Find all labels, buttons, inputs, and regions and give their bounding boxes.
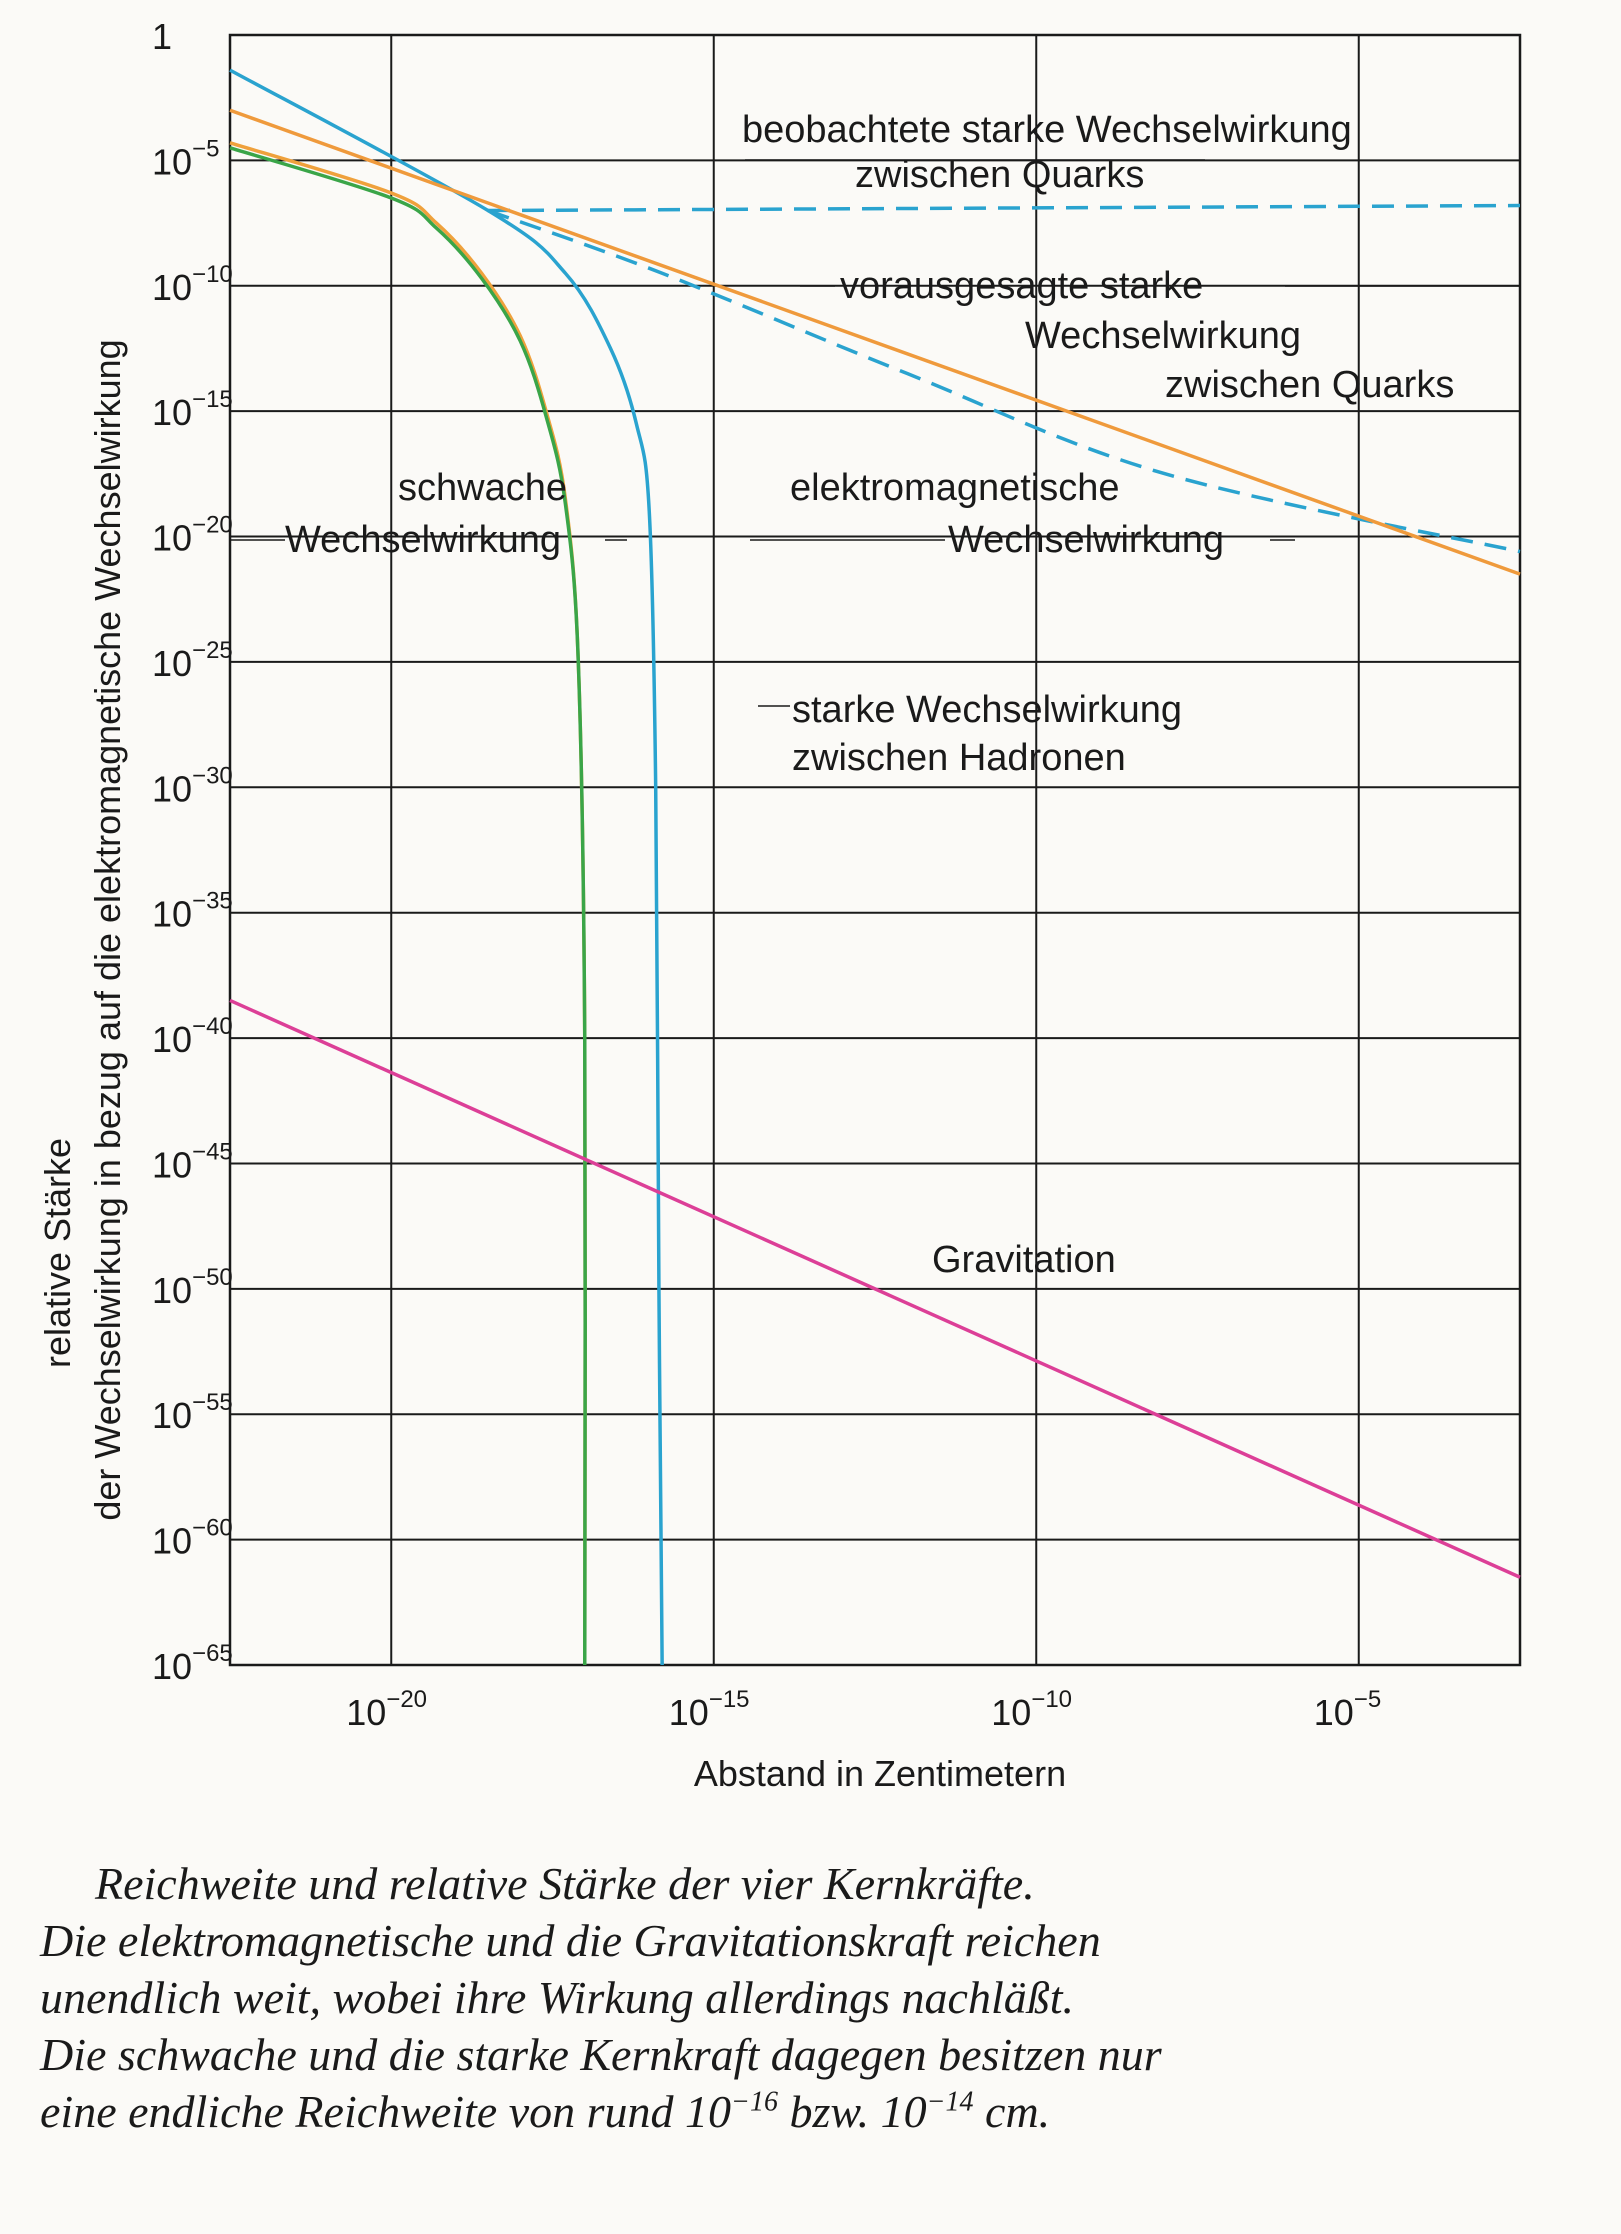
y-tick-base: 10	[152, 1395, 192, 1436]
y-tick-label: 10−20	[152, 512, 233, 559]
y-tick-exponent: −50	[192, 1264, 233, 1291]
y-tick-exponent: −15	[192, 386, 233, 413]
y-tick-base: 10	[152, 141, 192, 182]
y-tick-exponent: −30	[192, 762, 233, 789]
annotation-hadron-line1: starke Wechselwirkung	[792, 689, 1182, 731]
x-tick-label: 10−5	[1314, 1686, 1381, 1733]
y-tick-label: 10−40	[152, 1013, 233, 1060]
y-tick-exponent: −40	[192, 1013, 233, 1040]
y-tick-base: 10	[152, 1270, 192, 1311]
y-tick-label: 10−5	[152, 135, 219, 182]
plot-frame	[228, 33, 1522, 1667]
x-tick-exponent: −20	[386, 1686, 427, 1713]
y-tick-base: 10	[152, 768, 192, 809]
leader-lines	[230, 159, 1520, 707]
y-tick-exponent: −65	[192, 1640, 233, 1667]
y-tick-label: 10−50	[152, 1264, 233, 1311]
y-tick-base: 10	[152, 267, 192, 308]
y-tick-exponent: −55	[192, 1389, 233, 1416]
series-weak	[229, 146, 587, 1666]
x-tick-base: 10	[991, 1692, 1031, 1733]
y-tick-label: 10−10	[152, 261, 233, 308]
y-tick-base: 10	[152, 1521, 192, 1562]
annotation-gravitation: Gravitation	[932, 1239, 1116, 1281]
annotation-weak-line1: schwache	[398, 467, 567, 509]
caption-line-4: Die schwache und die starke Kernkraft da…	[40, 2029, 1162, 2080]
y-tick-base: 10	[152, 1646, 192, 1687]
x-tick-exponent: −10	[1031, 1686, 1072, 1713]
y-axis-label-line2: der Wechselwirkung in bezug auf die elek…	[87, 339, 128, 1520]
annotation-predicted-line3: zwischen Quarks	[1165, 364, 1454, 406]
y-tick-label: 10−45	[152, 1138, 233, 1185]
annotation-em-line1: elektromagnetische	[790, 467, 1120, 509]
y-tick-exponent: −20	[192, 512, 233, 539]
y-tick-base: 10	[152, 392, 192, 433]
series-strong-quarks-observed	[487, 203, 1521, 213]
grid	[228, 33, 1522, 1667]
caption-line-1: Reichweite und relative Stärke der vier …	[95, 1858, 1035, 1909]
series-gravitation	[229, 998, 1521, 1579]
y-tick-label: 1	[152, 16, 172, 57]
x-tick-base: 10	[669, 1692, 709, 1733]
annotation-observed-line1: beobachtete starke Wechselwirkung	[742, 109, 1352, 151]
caption-line-5-c: cm.	[973, 2086, 1051, 2137]
y-tick-base: 10	[152, 1144, 192, 1185]
y-tick-exponent: −10	[192, 261, 233, 288]
figure-caption: Reichweite und relative Stärke der vier …	[40, 1855, 1560, 2140]
caption-line-5-a: eine endliche Reichweite von rund 10	[40, 2086, 732, 2137]
series-electromagnetic	[229, 108, 1521, 576]
y-tick-exponent: −45	[192, 1138, 233, 1165]
y-tick-exponent: −25	[192, 637, 233, 664]
caption-exp-2: −14	[926, 2086, 974, 2118]
y-tick-label: 10−25	[152, 637, 233, 684]
y-tick-exponent: −35	[192, 888, 233, 915]
series-strong-quarks-predicted	[487, 208, 1521, 554]
caption-line-2: Die elektromagnetische und die Gravitati…	[40, 1915, 1101, 1966]
y-tick-label: 10−15	[152, 386, 233, 433]
y-tick-label: 10−55	[152, 1389, 233, 1436]
x-tick-exponent: −5	[1354, 1686, 1381, 1713]
x-tick-label: 10−20	[346, 1686, 427, 1733]
x-tick-base: 10	[1314, 1692, 1354, 1733]
caption-exp-1: −16	[731, 2086, 778, 2118]
annotation-weak-line2: Wechselwirkung	[285, 519, 561, 561]
y-tick-base: 10	[152, 894, 192, 935]
caption-line-5-b: bzw. 10	[777, 2086, 927, 2137]
y-tick-base: 1	[152, 16, 172, 57]
y-tick-label: 10−65	[152, 1640, 233, 1687]
series-layer	[229, 68, 1521, 1666]
y-tick-base: 10	[152, 1019, 192, 1060]
caption-line-5: eine endliche Reichweite von rund 10−16 …	[40, 2083, 1560, 2140]
x-tick-label: 10−10	[991, 1686, 1072, 1733]
caption-line-3: unendlich weit, wobei ihre Wirkung aller…	[40, 1972, 1075, 2023]
y-tick-base: 10	[152, 643, 192, 684]
annotation-predicted-line2: Wechselwirkung	[1025, 315, 1301, 357]
x-axis-label: Abstand in Zentimetern	[694, 1753, 1066, 1794]
y-axis-label-line1: relative Stärke	[37, 1138, 78, 1368]
y-tick-exponent: −60	[192, 1515, 233, 1542]
x-tick-label: 10−15	[669, 1686, 750, 1733]
annotations: beobachtete starke Wechselwirkung zwisch…	[285, 109, 1454, 1281]
y-tick-exponent: −5	[192, 135, 219, 162]
y-tick-label: 10−30	[152, 762, 233, 809]
interaction-strength-chart: 110−510−1010−1510−2010−2510−3010−3510−40…	[37, 16, 1522, 1794]
annotation-predicted-line1: vorausgesagte starke	[840, 265, 1203, 307]
y-tick-label: 10−60	[152, 1515, 233, 1562]
annotation-hadron-line2: zwischen Hadronen	[792, 737, 1126, 779]
y-tick-base: 10	[152, 518, 192, 559]
x-tick-base: 10	[346, 1692, 386, 1733]
y-tick-label: 10−35	[152, 888, 233, 935]
tick-labels: 110−510−1010−1510−2010−2510−3010−3510−40…	[152, 16, 1381, 1733]
annotation-em-line2: Wechselwirkung	[948, 519, 1224, 561]
x-tick-exponent: −15	[709, 1686, 750, 1713]
annotation-observed-line2: zwischen Quarks	[855, 154, 1144, 196]
series-strong-hadrons	[229, 68, 664, 1666]
